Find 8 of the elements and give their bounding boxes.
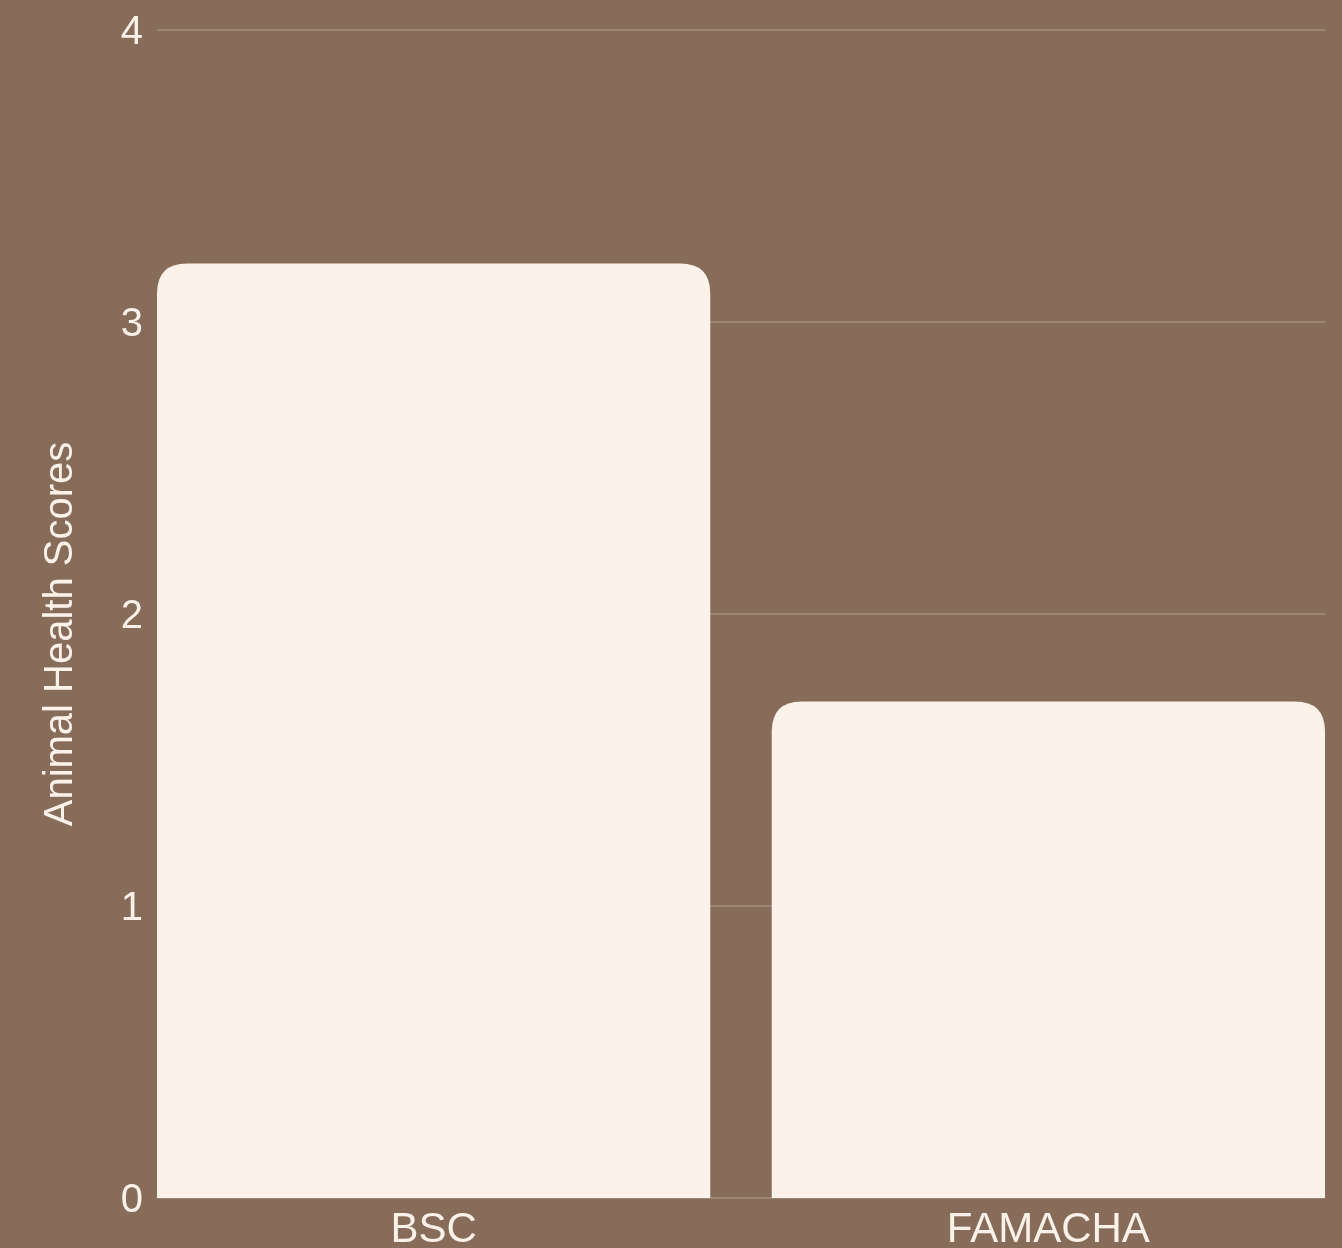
y-tick-label: 4 <box>120 8 143 52</box>
x-tick-label: BSC <box>390 1204 477 1248</box>
y-axis-title: Animal Health Scores <box>36 441 80 827</box>
y-tick-label: 3 <box>120 300 143 344</box>
y-tick-label: 2 <box>120 592 143 636</box>
x-tick-label: FAMACHA <box>946 1204 1150 1248</box>
y-tick-label: 0 <box>120 1176 143 1220</box>
y-tick-label: 1 <box>120 884 143 928</box>
